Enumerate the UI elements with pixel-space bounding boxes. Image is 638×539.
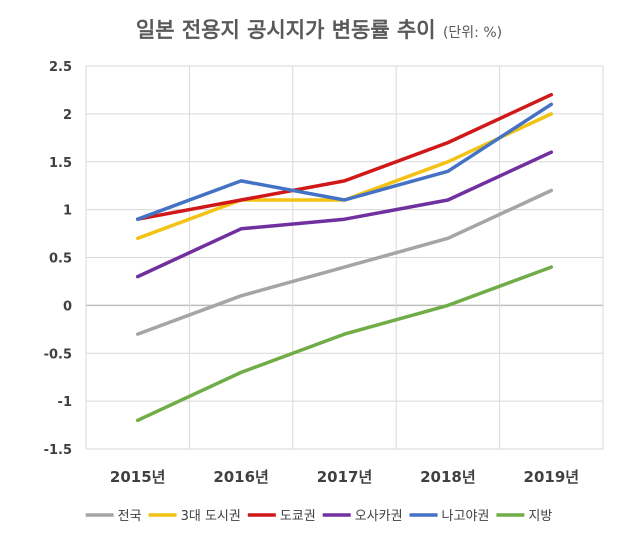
y-tick-label: 1.5 — [49, 156, 72, 171]
series-line-5 — [135, 265, 554, 423]
series-line-2 — [135, 92, 554, 221]
legend-item-1: 3대 도시권 — [148, 509, 241, 524]
legend-label: 나고야권 — [442, 509, 490, 524]
chart-title-text: 일본 전용지 공시지가 변동률 추이 — [135, 18, 436, 42]
series-line-0 — [135, 188, 554, 336]
x-tick-label: 2019년 — [524, 468, 580, 486]
series-line-3 — [135, 150, 554, 279]
legend-label: 도쿄권 — [280, 509, 316, 524]
y-tick-label: 0 — [63, 299, 72, 314]
series-lines — [135, 92, 554, 423]
x-axis: 2015년 2016년 2017년 2018년 2019년 — [110, 468, 579, 486]
chart-unit-note: (단위: %) — [442, 25, 503, 41]
legend-label: 지방 — [528, 509, 552, 524]
x-tick-label: 2015년 — [110, 468, 166, 486]
legend-item-2: 도쿄권 — [247, 509, 316, 524]
gridlines — [85, 65, 604, 450]
y-tick-label: -1.5 — [44, 443, 72, 458]
x-tick-label: 2016년 — [213, 468, 269, 486]
y-tick-label: -0.5 — [44, 347, 72, 362]
legend-item-4: 나고야권 — [409, 509, 490, 524]
y-tick-label: 2 — [63, 108, 72, 123]
y-tick-label: 2.5 — [49, 60, 72, 75]
x-tick-label: 2017년 — [317, 468, 373, 486]
y-tick-label: 0.5 — [49, 252, 72, 267]
y-tick-label: -1 — [58, 395, 72, 410]
legend-label: 전국 — [118, 509, 142, 524]
y-axis: 2.5 2 1.5 1 0.5 0 -0.5 -1 -1.5 — [44, 60, 72, 458]
legend-label: 오사카권 — [355, 509, 403, 524]
legend: 전국 3대 도시권 도쿄권 오사카권 나고야권 지방 — [85, 509, 552, 524]
series-line-4 — [135, 102, 554, 221]
legend-item-5: 지방 — [496, 509, 552, 524]
x-tick-label: 2018년 — [420, 468, 476, 486]
chart-title: 일본 전용지 공시지가 변동률 추이 (단위: %) — [0, 14, 638, 44]
legend-item-3: 오사카권 — [322, 509, 403, 524]
legend-item-0: 전국 — [85, 509, 142, 524]
y-tick-label: 1 — [63, 204, 72, 219]
legend-label: 3대 도시권 — [181, 509, 241, 524]
